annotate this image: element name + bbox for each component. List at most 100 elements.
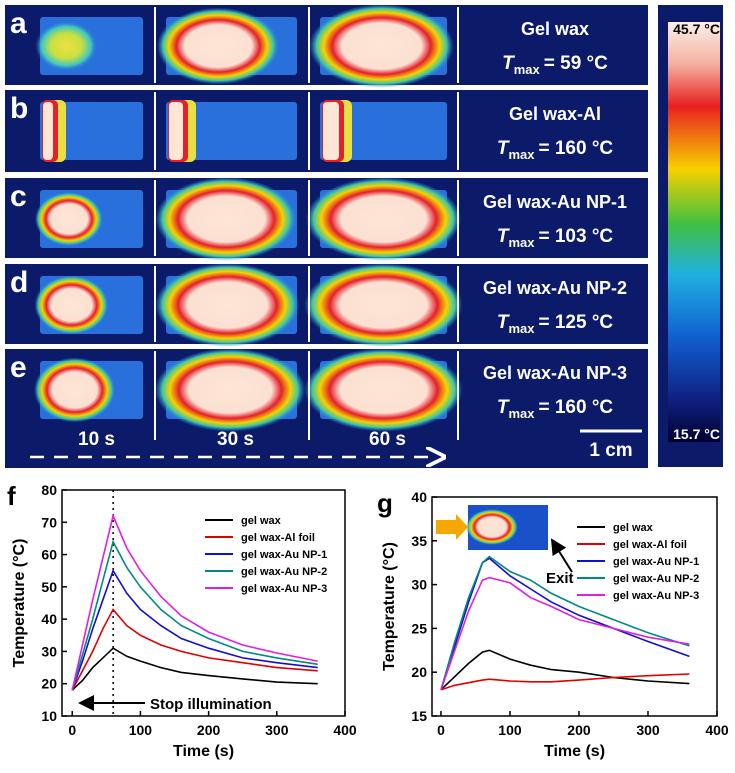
series-line xyxy=(440,649,690,691)
inset-arrow xyxy=(436,514,468,540)
series-line xyxy=(440,673,690,691)
tmax-line: Tmax = 59 °C xyxy=(502,53,608,77)
hot-zone xyxy=(156,7,280,85)
legend-label: gel wax-Al foil xyxy=(241,532,315,544)
x-tick-label: 200 xyxy=(197,722,221,738)
hot-zone xyxy=(304,263,463,347)
y-tick-label: 15 xyxy=(411,708,427,724)
hot-zone xyxy=(34,191,103,247)
y-tick-label: 80 xyxy=(41,482,57,498)
panel-label: g xyxy=(377,488,393,518)
tmax-value: = 160 °C xyxy=(538,138,613,159)
hot-zone xyxy=(35,21,98,71)
exit-arrow xyxy=(550,538,573,573)
sample-name: Gel wax-Al xyxy=(509,104,601,124)
row-letter: d xyxy=(10,266,28,299)
series-line xyxy=(440,555,690,690)
tmax-symbol: T xyxy=(497,226,510,247)
legend-label: gel wax-Al foil xyxy=(613,539,687,551)
tmax-subscript: max xyxy=(514,62,541,77)
inset-hot xyxy=(466,509,518,545)
y-tick-label: 50 xyxy=(41,579,57,595)
series-line xyxy=(440,576,690,690)
y-tick-label: 20 xyxy=(411,664,427,680)
hot-edge xyxy=(323,102,339,160)
y-tick-label: 10 xyxy=(41,708,57,724)
tmax-symbol: T xyxy=(497,312,510,333)
hot-zone xyxy=(154,348,306,432)
hot-edge xyxy=(43,102,53,160)
sample-name: Gel wax-Au NP-2 xyxy=(483,278,627,298)
legend-label: gel wax-Au NP-2 xyxy=(613,573,699,585)
colorbar-min: 15.7 °C xyxy=(673,426,720,442)
legend-label: gel wax-Au NP-1 xyxy=(241,549,327,561)
x-axis-label: Time (s) xyxy=(544,743,605,760)
hot-zone xyxy=(155,263,300,347)
tmax-value: = 125 °C xyxy=(538,312,613,333)
panel-label: f xyxy=(7,481,16,511)
hot-zone xyxy=(305,177,462,261)
hot-zone xyxy=(155,177,297,261)
tmax-subscript: max xyxy=(508,321,535,336)
legend-label: gel wax-Au NP-1 xyxy=(613,556,699,568)
colorbar-max: 45.7 °C xyxy=(673,21,720,37)
series-line xyxy=(71,568,318,691)
tmax-line: Tmax = 103 °C xyxy=(497,226,614,250)
tmax-symbol: T xyxy=(502,53,515,74)
colorbar xyxy=(668,22,720,442)
sample-body xyxy=(166,102,297,160)
legend-label: gel wax-Au NP-3 xyxy=(613,590,699,602)
y-tick-label: 70 xyxy=(41,514,57,530)
tmax-line: Tmax = 125 °C xyxy=(497,312,614,336)
series-line xyxy=(71,608,318,691)
y-tick-label: 40 xyxy=(41,611,57,627)
plot-frame xyxy=(431,496,718,717)
tmax-symbol: T xyxy=(497,397,510,418)
x-tick-label: 400 xyxy=(705,722,729,738)
hot-zone xyxy=(34,275,109,335)
series-line xyxy=(71,539,318,691)
x-tick-label: 100 xyxy=(129,722,153,738)
x-tick-label: 300 xyxy=(265,722,289,738)
hot-edge xyxy=(169,102,183,160)
sample-name: Gel wax-Au NP-1 xyxy=(483,192,627,212)
legend-label: gel wax-Au NP-2 xyxy=(241,566,327,578)
y-tick-label: 20 xyxy=(41,676,57,692)
x-tick-label: 400 xyxy=(333,722,357,738)
annotation: Stop illumination xyxy=(150,696,272,713)
y-axis-label: Temperature (°C) xyxy=(381,542,398,671)
x-tick-label: 0 xyxy=(68,722,76,738)
sample-name: Gel wax-Au NP-3 xyxy=(483,363,627,383)
series-line xyxy=(71,513,318,691)
tmax-value: = 160 °C xyxy=(538,397,613,418)
row-letter: e xyxy=(10,351,27,384)
tmax-subscript: max xyxy=(508,235,535,250)
time-label: 60 s xyxy=(369,429,406,450)
y-tick-label: 30 xyxy=(411,577,427,593)
row-letter: c xyxy=(10,180,27,213)
y-tick-label: 40 xyxy=(411,489,427,505)
hot-zone xyxy=(33,357,116,423)
legend-label: gel wax xyxy=(241,515,282,527)
series-line xyxy=(71,647,318,691)
x-tick-label: 200 xyxy=(567,722,591,738)
row-letter: b xyxy=(10,92,28,125)
x-tick-label: 300 xyxy=(636,722,660,738)
scale-label: 1 cm xyxy=(589,440,632,461)
y-tick-label: 25 xyxy=(411,620,427,636)
tmax-subscript: max xyxy=(508,147,535,162)
tmax-line: Tmax = 160 °C xyxy=(497,138,614,162)
tmax-subscript: max xyxy=(508,406,535,421)
y-axis-label: Temperature (°C) xyxy=(11,539,28,668)
annotation: Exit xyxy=(546,570,574,587)
hot-zone xyxy=(309,4,454,88)
plot-frame xyxy=(61,489,346,717)
tmax-value: = 59 °C xyxy=(544,53,608,74)
tmax-value: = 103 °C xyxy=(538,226,613,247)
tmax-line: Tmax = 160 °C xyxy=(497,397,614,421)
y-tick-label: 60 xyxy=(41,547,57,563)
tmax-symbol: T xyxy=(497,138,510,159)
x-tick-label: 100 xyxy=(498,722,522,738)
time-label: 10 s xyxy=(78,429,115,450)
y-tick-label: 35 xyxy=(411,533,427,549)
